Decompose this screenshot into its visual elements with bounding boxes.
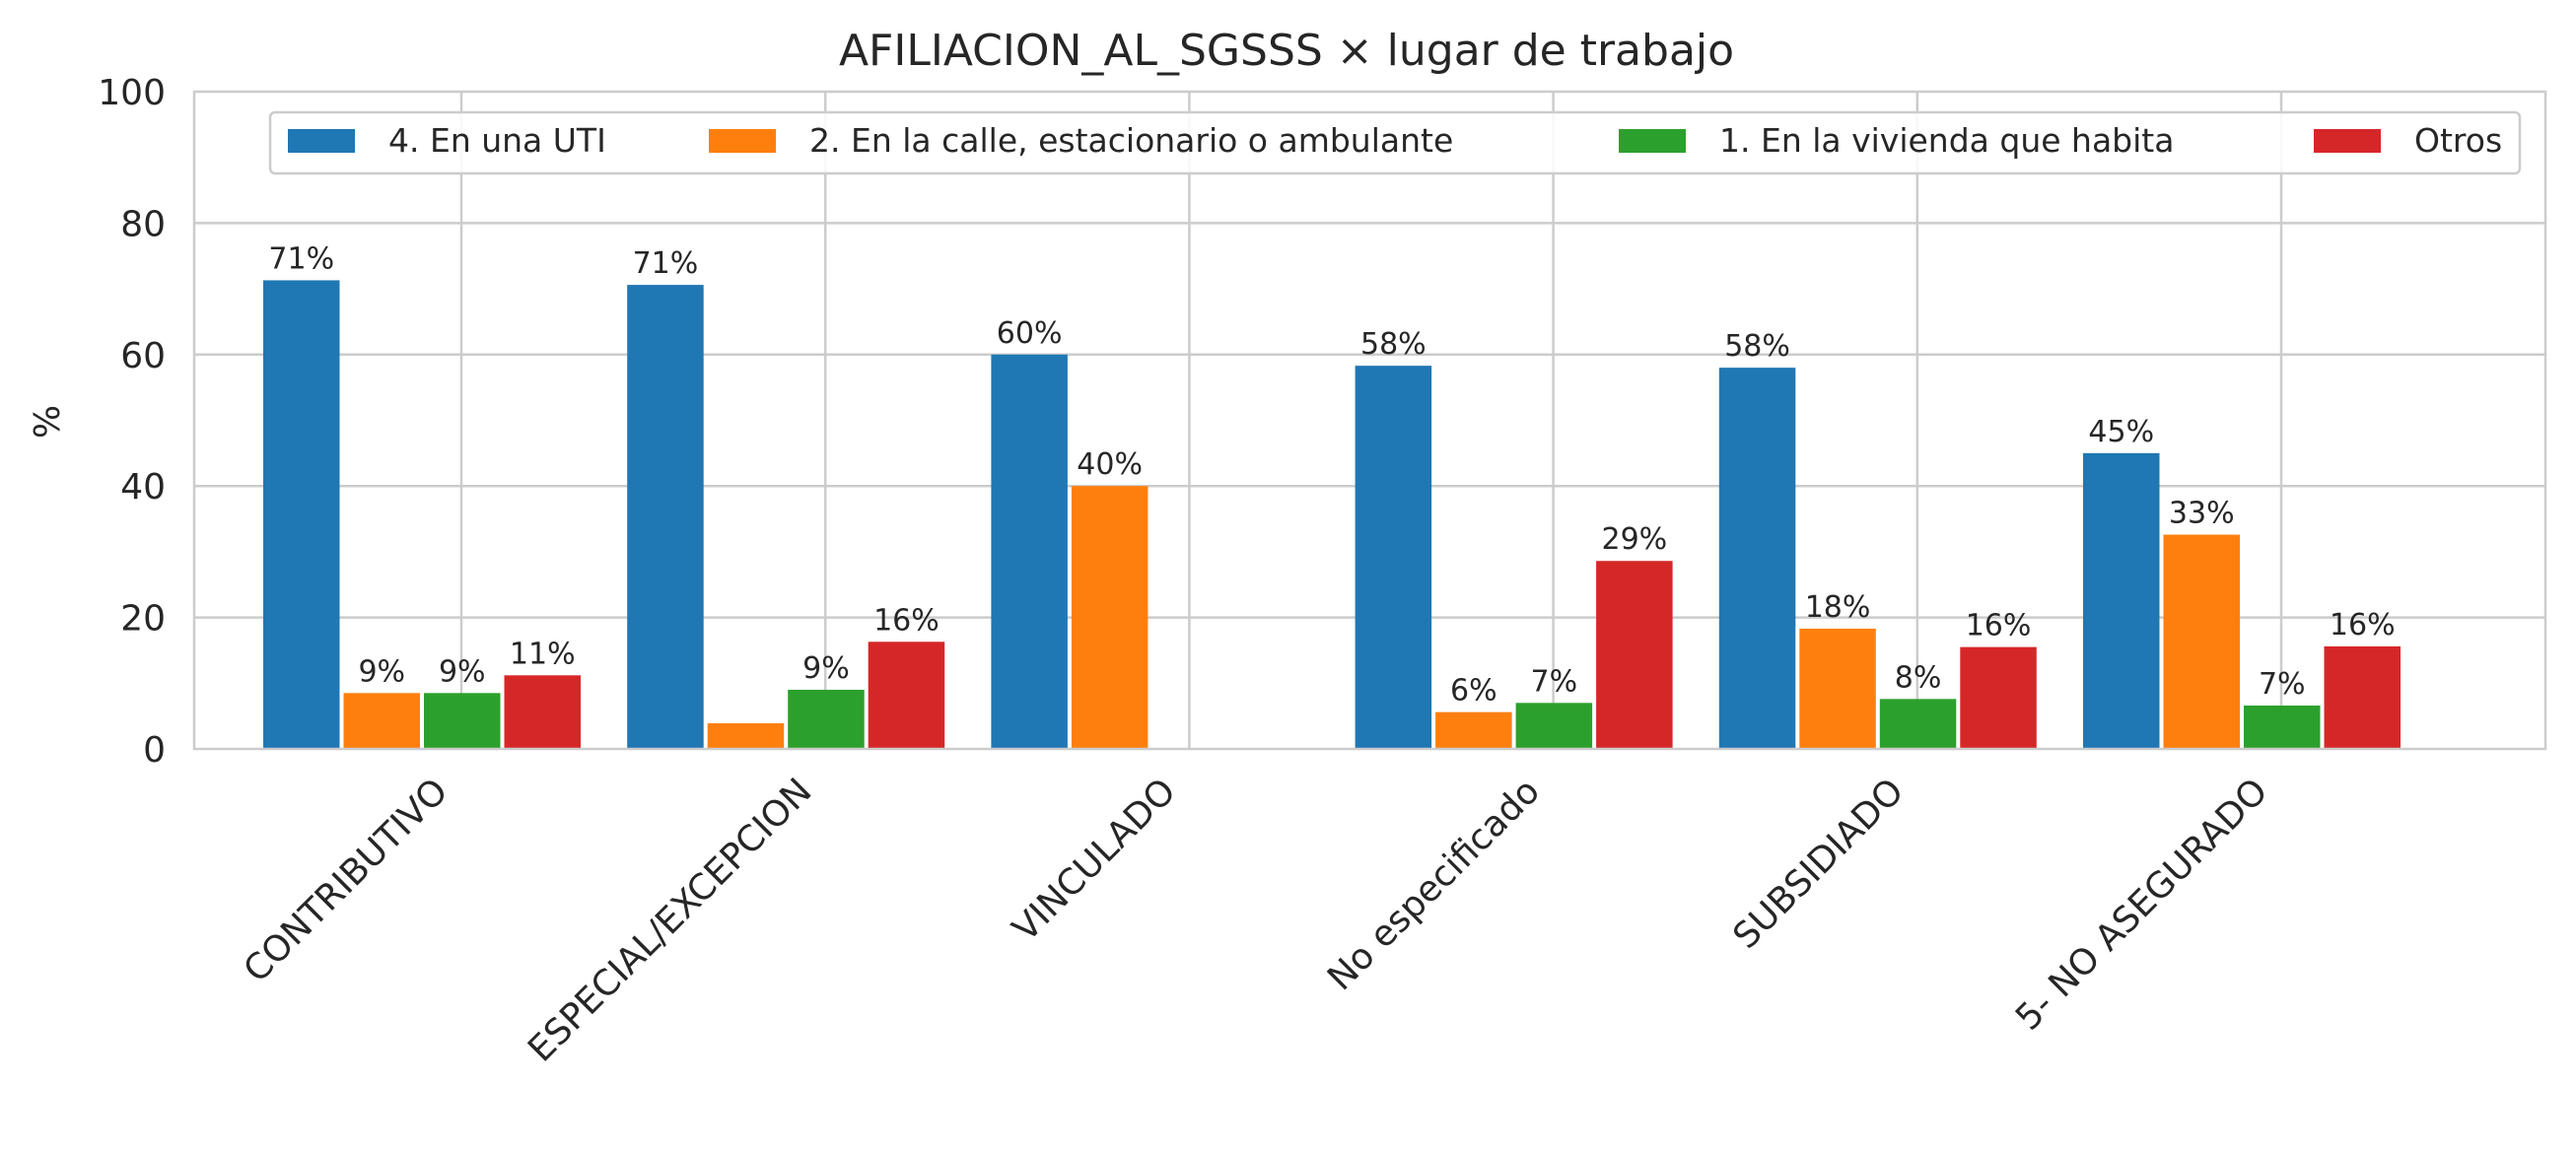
bar (868, 642, 945, 749)
bar-value-label: 6% (1450, 674, 1497, 709)
legend-swatch (2314, 129, 2381, 153)
y-tick-label: 100 (98, 73, 166, 113)
bar-value-label: 11% (510, 637, 576, 671)
bar-value-label: 9% (802, 651, 850, 686)
legend-label: Otros (2414, 121, 2502, 160)
bar-value-label: 16% (1966, 609, 2032, 643)
bar (1960, 646, 2037, 749)
legend-label: 1. En la vivienda que habita (1719, 121, 2174, 160)
x-tick-label: VINCULADO (1006, 771, 1184, 949)
y-tick-label: 40 (120, 467, 166, 507)
bar-value-label: 40% (1077, 447, 1143, 482)
bar-value-label: 7% (1531, 664, 1578, 699)
bar (424, 693, 501, 749)
bar (1718, 368, 1796, 749)
y-tick-label: 60 (120, 336, 166, 376)
bar (1596, 561, 1673, 749)
bar (1799, 628, 1876, 749)
legend-label: 4. En una UTI (388, 121, 606, 160)
bar-value-label: 9% (439, 654, 486, 689)
y-tick-label: 80 (120, 204, 166, 244)
bar (1879, 699, 1957, 749)
bar (1435, 711, 1512, 749)
bar (991, 354, 1068, 749)
bar (2163, 534, 2240, 749)
bar-value-label: 58% (1724, 329, 1790, 364)
x-tick-label: SUBSIDIADO (1726, 771, 1913, 957)
bar (1071, 486, 1149, 749)
bar (1355, 366, 1432, 749)
x-tick-label: No especificado (1320, 771, 1548, 998)
bar-value-label: 16% (873, 603, 940, 638)
y-tick-label: 20 (120, 599, 166, 640)
bar (707, 722, 785, 749)
x-axis-ticks: CONTRIBUTIVO ESPECIAL/EXCEPCION VINCULADO N… (237, 771, 2276, 1069)
bar-value-label: 45% (2088, 415, 2154, 449)
bar-value-label: 60% (997, 316, 1063, 351)
bar-value-label: 16% (2330, 608, 2396, 643)
legend-swatch (1619, 129, 1686, 153)
bar-labels: 71% 71% 60% 58% 58% 45% 9% 40% 6% 18% 33% 9% 9% 7% 8% 7… (268, 241, 2395, 708)
y-axis-label: % (28, 405, 68, 439)
bar-value-label: 8% (1895, 660, 1942, 695)
y-tick-label: 0 (143, 730, 166, 771)
bar-value-label: 7% (2259, 667, 2306, 702)
legend: 4. En una UTI 2. En la calle, estacionari… (268, 110, 2522, 175)
bar-value-label: 29% (1602, 522, 1668, 557)
bar (1515, 703, 1593, 749)
y-axis-ticks: 0 20 40 60 80 100 (98, 73, 166, 771)
bar (263, 280, 340, 749)
x-tick-label: 5- NO ASEGURADO (2008, 771, 2275, 1038)
bar-value-label: 9% (358, 654, 405, 689)
bar-value-label: 33% (2169, 497, 2235, 531)
bar-value-label: 71% (633, 246, 699, 281)
bar (2083, 452, 2160, 749)
bars (263, 280, 2401, 749)
x-tick-label: CONTRIBUTIVO (237, 771, 456, 990)
legend-label: 2. En la calle, estacionario o ambulante (809, 121, 1453, 160)
bar (2244, 705, 2321, 749)
plot-frame (192, 90, 2547, 751)
bar-value-label: 18% (1805, 590, 1871, 625)
legend-swatch (288, 129, 355, 153)
legend-box (268, 110, 2522, 175)
bar (504, 675, 581, 749)
bar-value-label: 71% (268, 241, 334, 276)
bar (2324, 645, 2401, 749)
bar (343, 693, 420, 749)
bar (627, 285, 704, 749)
bar-value-label: 58% (1360, 327, 1427, 362)
x-tick-label: ESPECIAL/EXCEPCION (521, 771, 819, 1069)
chart-title: AFILIACION_AL_SGSSS × lugar de trabajo (839, 26, 1734, 76)
legend-swatch (709, 129, 776, 153)
bar (788, 689, 865, 749)
